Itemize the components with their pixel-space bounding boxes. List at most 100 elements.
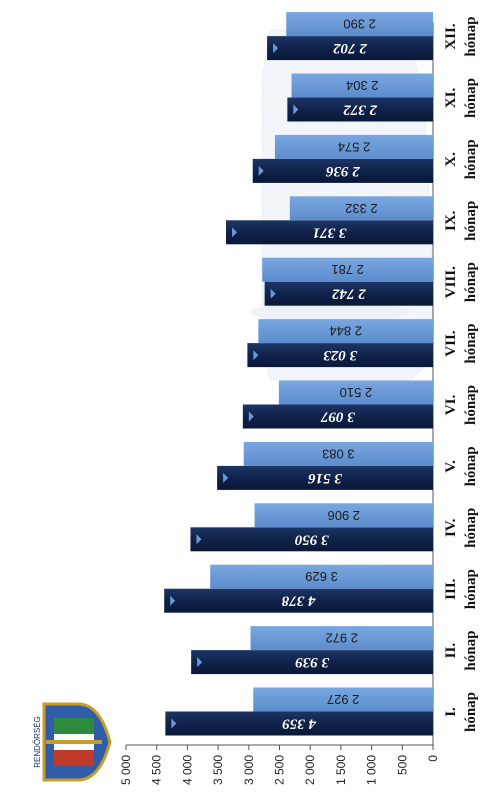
category-number: IV. bbox=[443, 518, 459, 537]
category-number: X. bbox=[443, 152, 459, 167]
tick-label: 1 000 bbox=[365, 755, 379, 785]
category-number: XI. bbox=[443, 88, 459, 109]
data-label: 3 097 bbox=[321, 409, 356, 425]
category-unit: hónap bbox=[463, 692, 479, 732]
bar-accent-marker bbox=[197, 657, 203, 668]
category-label: VII. hónap bbox=[443, 324, 479, 364]
bar-series-2 bbox=[258, 319, 433, 344]
bar-series-2 bbox=[253, 687, 433, 712]
category-label: I. hónap bbox=[443, 692, 479, 732]
data-label: 4 359 bbox=[282, 716, 317, 732]
category-label: VI. hónap bbox=[443, 385, 479, 425]
data-label: 3 629 bbox=[305, 569, 338, 584]
tick-label: 2 000 bbox=[303, 755, 317, 785]
category-label: XI. hónap bbox=[443, 78, 479, 118]
data-label: 2 936 bbox=[325, 163, 360, 179]
tick-label: 500 bbox=[395, 755, 409, 775]
bar-series-1 bbox=[190, 527, 433, 552]
bar-accent-marker bbox=[248, 411, 254, 422]
category-unit: hónap bbox=[463, 631, 479, 671]
data-label: 3 516 bbox=[308, 470, 343, 486]
bar-series-1 bbox=[242, 404, 433, 429]
category-number: XII. bbox=[443, 23, 459, 50]
category-number: VII. bbox=[443, 330, 459, 357]
value-axis: 0 500 1 000 1 500 2 000 2 500 3 000 3 500 4 000 4… bbox=[119, 22, 440, 785]
data-label: 2 702 bbox=[333, 40, 368, 56]
bar-accent-marker bbox=[258, 165, 264, 176]
bar-series-1 bbox=[264, 281, 433, 306]
emblem-top-text: RENDŐRSÉG bbox=[33, 716, 42, 768]
bar-series-2 bbox=[243, 441, 433, 466]
data-label: 2 844 bbox=[329, 324, 362, 339]
data-label: 2 927 bbox=[327, 692, 360, 707]
bar-series-2 bbox=[278, 380, 433, 405]
bar-accent-marker bbox=[232, 227, 238, 238]
bar-series-2 bbox=[250, 626, 433, 651]
bar-accent-marker bbox=[293, 104, 299, 115]
bars: 4 359 2 927 3 939 2 972 4 378 3 629 3 950 2 906… bbox=[164, 12, 433, 736]
tick-label: 5 000 bbox=[119, 755, 133, 785]
data-label: 3 950 bbox=[294, 531, 329, 547]
tick-label: 2 500 bbox=[273, 755, 287, 785]
data-label: 2 906 bbox=[328, 508, 361, 523]
category-label: IX. hónap bbox=[443, 201, 479, 241]
data-label: 2 972 bbox=[325, 631, 358, 646]
category-unit: hónap bbox=[463, 385, 479, 425]
tick-label: 0 bbox=[426, 755, 440, 762]
data-label: 2 390 bbox=[343, 17, 376, 32]
bar-series-2 bbox=[210, 564, 433, 589]
bar-series-2 bbox=[274, 134, 433, 159]
category-unit: hónap bbox=[463, 508, 479, 548]
data-label: 2 574 bbox=[338, 139, 371, 154]
data-label: 3 023 bbox=[323, 347, 358, 363]
category-unit: hónap bbox=[463, 201, 479, 241]
bar-series-2 bbox=[286, 12, 433, 37]
category-unit: hónap bbox=[463, 569, 479, 609]
bar-accent-marker bbox=[273, 43, 279, 54]
category-unit: hónap bbox=[463, 324, 479, 364]
bar-series-1 bbox=[164, 588, 433, 613]
category-label: XII. hónap bbox=[443, 17, 479, 57]
category-label: III. hónap bbox=[443, 569, 479, 609]
category-number: III. bbox=[443, 578, 459, 600]
data-label: 3 083 bbox=[322, 446, 355, 461]
category-unit: hónap bbox=[463, 17, 479, 57]
tick-label: 4 000 bbox=[180, 755, 194, 785]
category-unit: hónap bbox=[463, 262, 479, 302]
bar-series-1 bbox=[226, 220, 433, 245]
bar-series-1 bbox=[217, 465, 433, 490]
bar-series-2 bbox=[289, 196, 433, 221]
bar-series-1 bbox=[247, 343, 433, 368]
bar-accent-marker bbox=[223, 472, 229, 483]
tick-label: 1 500 bbox=[334, 755, 348, 785]
bar-series-1 bbox=[252, 158, 433, 183]
data-label: 4 378 bbox=[281, 593, 316, 609]
bar-accent-marker bbox=[170, 595, 176, 606]
category-label: V. hónap bbox=[443, 446, 479, 486]
category-number: I. bbox=[443, 707, 459, 717]
police-emblem: RENDŐRSÉG bbox=[33, 702, 112, 782]
category-unit: hónap bbox=[463, 78, 479, 118]
tick-label: 3 000 bbox=[242, 755, 256, 785]
bar-series-1 bbox=[287, 97, 433, 122]
bar-accent-marker bbox=[171, 718, 177, 729]
bar-series-1 bbox=[165, 711, 433, 736]
category-number: IX. bbox=[443, 210, 459, 231]
data-label: 2 781 bbox=[331, 262, 364, 277]
bar-series-2 bbox=[291, 73, 433, 98]
tick-label: 4 500 bbox=[150, 755, 164, 785]
data-label: 2 372 bbox=[343, 102, 378, 118]
data-label: 2 742 bbox=[331, 286, 366, 302]
category-label: X. hónap bbox=[443, 139, 479, 179]
data-label: 2 510 bbox=[340, 385, 373, 400]
tick-label: 3 500 bbox=[211, 755, 225, 785]
bar-accent-marker bbox=[270, 288, 276, 299]
bar-series-1 bbox=[267, 36, 433, 61]
category-unit: hónap bbox=[463, 446, 479, 486]
bar-series-2 bbox=[262, 257, 433, 282]
category-number: V. bbox=[443, 460, 459, 473]
category-label: VIII. hónap bbox=[443, 262, 479, 302]
category-label: IV. hónap bbox=[443, 508, 479, 548]
